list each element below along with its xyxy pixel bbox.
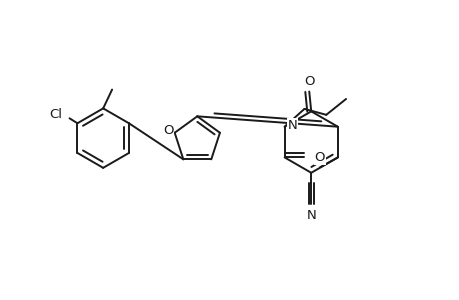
- Text: Cl: Cl: [50, 108, 62, 121]
- Text: O: O: [303, 75, 314, 88]
- Text: O: O: [313, 151, 324, 164]
- Text: N: N: [306, 209, 315, 222]
- Text: N: N: [287, 119, 297, 132]
- Text: O: O: [163, 124, 174, 137]
